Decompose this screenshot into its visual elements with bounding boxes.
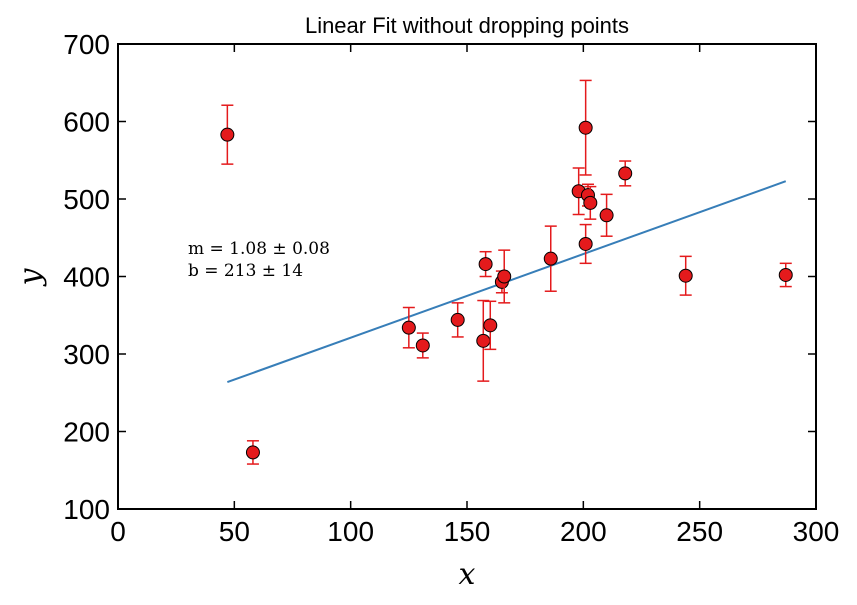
y-tick-label: 400 [63,262,110,293]
data-point [578,120,593,135]
data-point [245,445,260,460]
y-tick-label: 600 [63,107,110,138]
data-point-group [415,332,430,359]
x-tick-label: 150 [444,516,491,547]
data-point-group [618,160,633,187]
x-tick-label: 200 [560,516,607,547]
annotation-slope: m = 1.08 ± 0.08 [188,239,330,259]
y-tick-label: 500 [63,184,110,215]
data-point [543,251,558,266]
data-point [497,269,512,284]
chart-title: Linear Fit without dropping points [305,13,629,38]
data-point [415,338,430,353]
data-point-group [497,249,512,304]
data-point-group [578,223,593,265]
x-tick-label: 100 [327,516,374,547]
annotation-intercept: b = 213 ± 14 [188,261,303,281]
data-point [476,333,491,348]
data-point-group [476,299,491,382]
data-point [450,312,465,327]
data-point-group [599,193,614,237]
data-point [618,166,633,181]
data-point [483,318,498,333]
data-point [599,208,614,223]
data-point [220,127,235,142]
x-tick-label: 250 [676,516,723,547]
data-point [583,195,598,210]
data-point [778,267,793,282]
y-axis-label: y [13,267,48,287]
data-point-group [401,306,416,349]
data-point-group [778,262,793,288]
x-tick-label: 50 [219,516,250,547]
data-points [220,79,793,465]
data-point [578,236,593,251]
data-point-group [678,255,693,296]
data-point-group [245,440,260,465]
axis-ticks: 0 50 100 150 200 250 300 100 200 300 400 500 600 700 [63,29,839,547]
data-point-group [478,250,493,278]
data-point-group [543,225,558,292]
y-tick-label: 300 [63,339,110,370]
data-point-group [578,79,593,176]
y-tick-label: 700 [63,29,110,60]
data-point-group [450,302,465,338]
y-tick-label: 200 [63,417,110,448]
x-tick-label: 0 [110,516,126,547]
x-tick-label: 300 [793,516,840,547]
data-point [401,320,416,335]
data-point-group [220,104,235,165]
x-axis-label: x [459,557,476,592]
data-point [678,268,693,283]
y-tick-label: 100 [63,494,110,525]
data-point [478,257,493,272]
data-point-group [483,300,498,351]
data-point-group [583,185,598,220]
